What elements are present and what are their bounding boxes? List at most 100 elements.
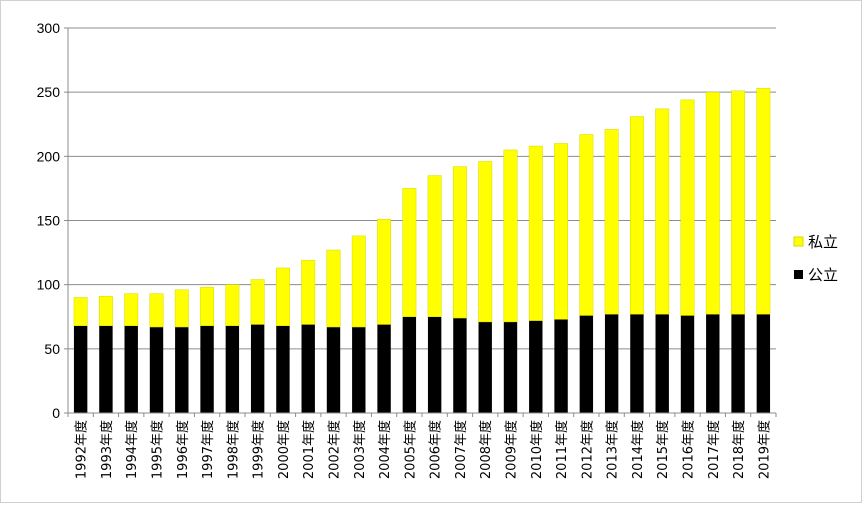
x-tick-label: 2017年度 [706,420,722,479]
bar-segment-private [579,134,594,316]
x-tick-label: 2003年度 [352,420,368,479]
bar-segment-private [528,145,543,321]
legend-swatch [794,270,803,279]
bar-segment-public [276,325,290,413]
x-tick-label: 1995年度 [150,420,166,479]
y-tick-label: 0 [52,405,60,421]
bar-segment-public [326,327,341,413]
bar-segment-private [731,90,746,315]
bar-segment-public [73,325,88,413]
bar-segment-private [98,295,113,326]
bar-segment-public [377,324,391,413]
bar-segment-public [225,325,240,413]
bar-segment-private [655,108,670,315]
bar-segment-private [377,218,392,325]
bar-segment-private [478,161,493,323]
bar-segment-public [503,321,518,413]
bar-segment-private [680,99,695,316]
bar-segment-private [326,249,341,328]
y-tick-labels: 0 50 100 150 200 250 300 [37,20,61,421]
x-tick-label: 1996年度 [175,420,191,479]
bar-segment-private [554,143,569,320]
x-tick-label: 2009年度 [504,420,520,479]
bar-segment-public [149,327,164,413]
y-tick-label: 200 [37,148,61,164]
bar-segment-private [452,166,467,319]
bar-segment-public [731,314,745,413]
legend-item-private: 私立 [793,233,838,251]
bar-segment-public [604,314,619,413]
legend-swatch [793,236,804,247]
bars [73,88,771,413]
bar-segment-private [225,284,240,326]
x-tick-label: 1994年度 [124,420,140,479]
bar-segment-public [756,314,771,413]
bar-segment-public [706,314,720,413]
bar-segment-private [200,286,215,326]
legend-label: 私立 [808,233,838,251]
bar-segment-public [453,318,467,413]
bar-segment-public [478,321,492,413]
bar-segment-private [402,188,417,317]
bar-segment-public [99,325,113,413]
x-tick-label: 2005年度 [402,420,418,479]
bar-segment-private [174,289,189,328]
bar-segment-public [352,327,366,413]
bar-segment-public [630,314,644,413]
x-tick-label: 1998年度 [225,420,241,479]
x-tick-label: 1992年度 [74,420,90,479]
bar-segment-public [301,324,315,413]
x-tick-label: 2004年度 [377,420,393,479]
y-tick-label: 250 [37,84,61,100]
x-tick-label: 2014年度 [630,420,646,479]
x-tick-label: 2019年度 [756,420,772,479]
x-tick-label: 2011年度 [554,420,570,479]
bar-segment-public [250,324,265,413]
x-tick-label: 2018年度 [731,420,747,479]
bar-segment-private [503,149,518,323]
bar-segment-private [705,91,720,315]
bar-segment-private [124,293,139,326]
bar-segment-public [655,314,669,413]
bar-segment-private [756,88,771,315]
bar-segment-private [351,235,366,328]
bar-segment-public [529,320,543,413]
x-tick-labels: 1992年度 1993年度 1994年度 1995年度 1996年度 1997年度 1998… [74,420,773,479]
bar-segment-public [200,325,214,413]
bar-segment-public [427,316,442,413]
x-tick-label: 2002年度 [327,420,343,479]
x-tick-label: 2008年度 [478,420,494,479]
bar-segment-private [250,279,265,325]
legend-label: 公立 [808,266,838,284]
x-tick-label: 2015年度 [655,420,671,479]
gridlines [68,27,776,350]
bar-segment-public [579,315,594,413]
bar-segment-private [73,297,88,326]
y-tick-label: 300 [37,20,61,36]
bar-segment-private [149,293,164,328]
x-tick-label: 1997年度 [200,420,216,479]
bar-segment-private [275,267,290,326]
y-tick-label: 150 [37,213,61,229]
bar-segment-public [124,325,138,413]
x-tick-label: 2001年度 [301,420,317,479]
x-tick-label: 2013年度 [605,420,621,479]
x-tick-label: 2000年度 [276,420,292,479]
bar-segment-public [554,319,568,413]
bar-segment-public [175,327,189,413]
legend-item-public: 公立 [794,266,838,284]
x-tick-label: 1993年度 [99,420,115,479]
bar-segment-private [301,260,316,325]
x-tick-label: 2006年度 [428,420,444,479]
bar-segment-private [629,116,644,315]
y-tick-label: 50 [44,341,60,357]
bar-segment-public [680,315,695,413]
bar-segment-public [402,316,417,413]
x-tick-label: 2016年度 [681,420,697,479]
x-tick-label: 2010年度 [529,420,545,479]
y-tick-label: 100 [37,277,61,293]
axes [64,27,777,417]
x-tick-label: 1999年度 [251,420,267,479]
